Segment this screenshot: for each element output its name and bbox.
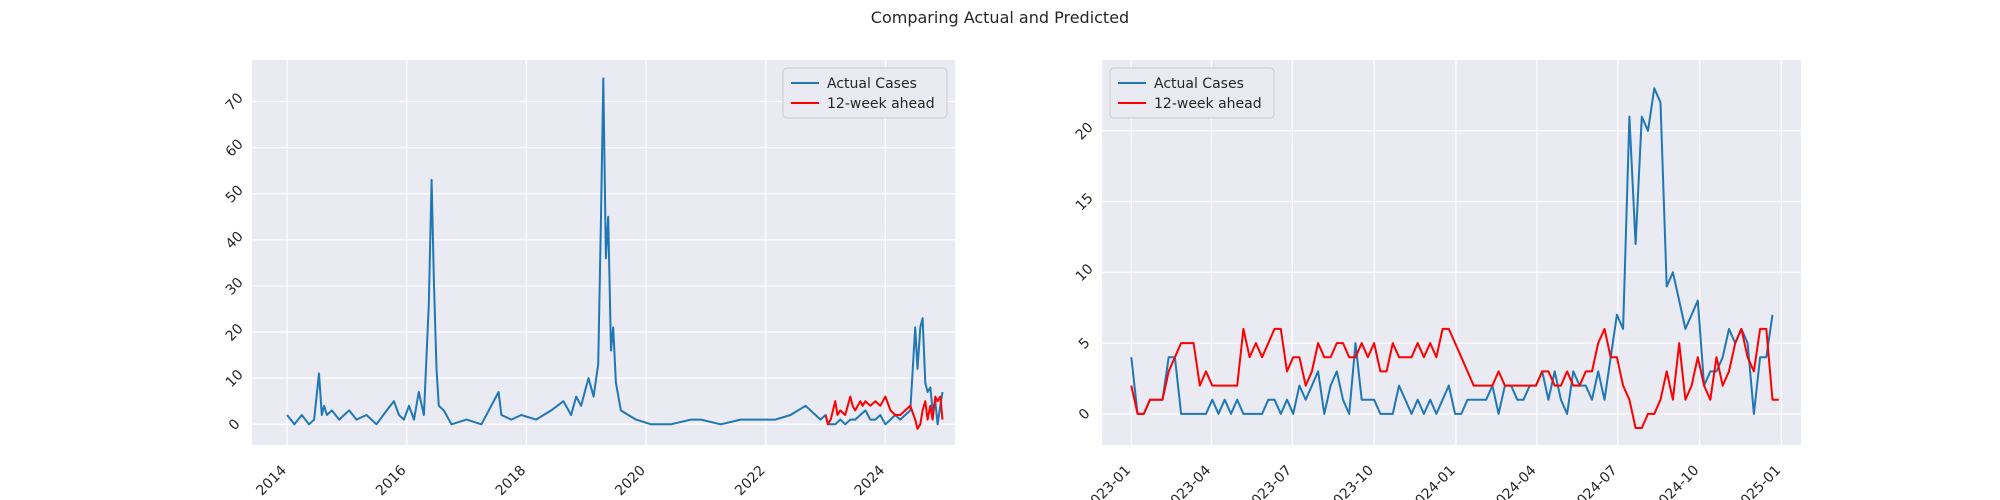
- x-tick-label: 2024-07: [1568, 463, 1621, 500]
- x-tick-label: 2024-10: [1650, 463, 1703, 500]
- legend-label: 12-week ahead: [1154, 96, 1262, 112]
- x-tick-label: 2025-01: [1732, 463, 1785, 500]
- plot-background: [1102, 60, 1801, 445]
- y-tick-label: 20: [223, 321, 247, 345]
- x-tick-label: 2024-04: [1487, 462, 1540, 500]
- y-tick-label: 5: [1076, 335, 1094, 353]
- legend-label: Actual Cases: [1154, 76, 1244, 92]
- chart-panel-2: 2023-01 2023-04 2023-07 2023-10 2024-01 2024-…: [1073, 60, 1801, 500]
- y-tick-label: 10: [223, 367, 247, 391]
- x-tick-label: 2023-10: [1324, 463, 1377, 500]
- legend-label: Actual Cases: [827, 76, 917, 92]
- x-tick-label: 2018: [493, 463, 530, 500]
- legend-label: 12-week ahead: [827, 96, 935, 112]
- legend: Actual Cases 12-week ahead: [1109, 67, 1275, 119]
- x-tick-label: 2023-07: [1242, 463, 1295, 500]
- series-line-actual-cases: [1130, 87, 1774, 415]
- y-tick-label: 10: [1073, 261, 1097, 285]
- series-line-12-week-ahead: [824, 395, 944, 430]
- legend-frame: [782, 67, 948, 119]
- figure-title: Comparing Actual and Predicted: [870, 8, 1130, 27]
- x-tick-label: 2024: [852, 462, 889, 499]
- x-tick-label: 2016: [373, 462, 410, 499]
- legend: Actual Cases 12-week ahead: [782, 67, 948, 119]
- x-tick-label: 2023-04: [1162, 462, 1215, 500]
- y-tick-label: 60: [223, 136, 247, 160]
- x-tick-label: 2022: [732, 463, 769, 500]
- y-tick-label: 0: [1076, 406, 1094, 424]
- x-tick-label: 2020: [612, 463, 649, 500]
- y-tick-label: 0: [226, 416, 244, 434]
- x-tick-label: 2014: [253, 462, 290, 499]
- chart-panel-1: 2014 2016 2018 2020 2022 2024 0 10 20 30 40 50 60 70 A…: [223, 60, 955, 499]
- y-tick-label: 50: [223, 182, 247, 206]
- y-tick-label: 40: [223, 229, 247, 253]
- x-tick-label: 2023-01: [1081, 463, 1134, 500]
- y-tick-label: 15: [1073, 190, 1097, 214]
- x-tick-label: 2024-01: [1406, 463, 1459, 500]
- series-line-actual-cases: [286, 77, 944, 426]
- y-tick-label: 20: [1073, 120, 1097, 144]
- legend-frame: [1109, 67, 1275, 119]
- y-tick-label: 30: [223, 275, 247, 299]
- series-line-12-week-ahead: [1130, 327, 1779, 429]
- y-tick-label: 70: [223, 90, 247, 114]
